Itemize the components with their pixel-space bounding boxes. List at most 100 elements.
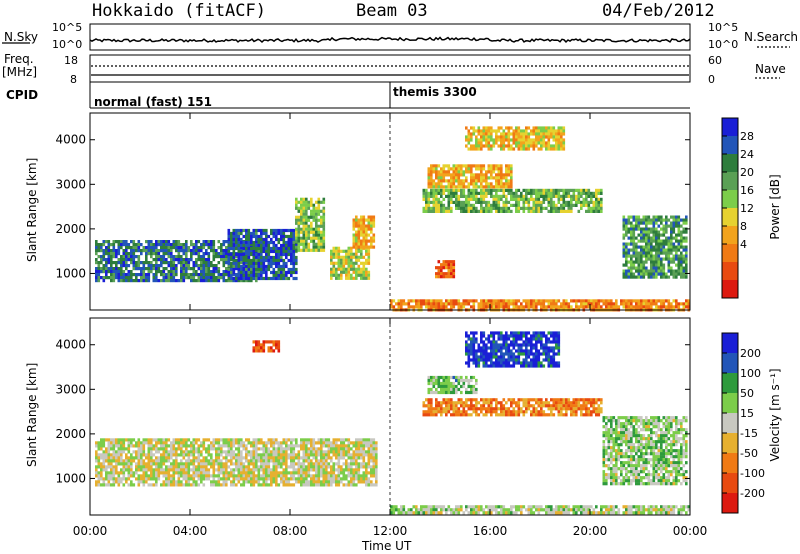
rti-cell xyxy=(452,170,456,174)
rti-cell xyxy=(662,299,666,303)
rti-cell xyxy=(240,255,243,260)
rti-cell xyxy=(337,252,341,256)
rti-cell xyxy=(452,401,456,405)
rti-cell xyxy=(240,444,243,448)
rti-cell xyxy=(685,266,688,270)
rti-cell xyxy=(205,264,208,268)
rti-cell xyxy=(362,224,366,228)
rti-cell xyxy=(490,188,493,192)
rti-cell xyxy=(310,453,313,457)
rti-cell xyxy=(282,252,286,257)
rti-cell xyxy=(440,209,443,213)
rti-cell xyxy=(442,203,446,207)
rti-cell xyxy=(500,167,503,171)
rti-cell xyxy=(275,450,278,454)
rti-cell xyxy=(217,456,221,460)
rti-cell xyxy=(135,468,138,472)
rti-cell xyxy=(627,221,631,225)
rti-cell xyxy=(435,401,438,405)
rti-cell xyxy=(192,456,196,460)
rti-cell xyxy=(292,477,296,481)
rti-cell xyxy=(285,471,288,475)
rti-cell xyxy=(105,453,108,457)
rti-cell xyxy=(490,132,493,136)
rti-cell xyxy=(255,255,258,260)
rti-cell xyxy=(507,135,511,139)
rti-cell xyxy=(287,267,291,272)
rti-cell xyxy=(207,246,211,250)
rti-cell xyxy=(145,465,148,469)
rti-cell xyxy=(332,480,336,484)
rti-cell xyxy=(492,185,496,189)
rti-cell xyxy=(347,468,351,472)
rti-cell xyxy=(300,203,303,207)
rti-cell xyxy=(575,188,578,192)
rti-cell xyxy=(285,240,288,245)
rti-cell xyxy=(205,258,208,262)
rti-cell xyxy=(112,273,116,277)
rti-cell xyxy=(250,477,253,481)
rti-cell xyxy=(447,275,451,279)
rti-cell xyxy=(112,441,116,445)
rti-cell xyxy=(300,218,303,222)
rti-cell xyxy=(367,218,371,222)
rti-cell xyxy=(505,132,508,136)
rti-cell xyxy=(112,474,116,478)
rti-cell xyxy=(180,438,183,442)
rti-cell xyxy=(145,471,148,475)
rti-cell xyxy=(277,273,281,278)
rti-cell xyxy=(162,261,166,265)
rti-cell xyxy=(227,261,231,266)
rti-cell xyxy=(370,483,373,487)
rti-cell xyxy=(182,450,186,454)
rti-cell xyxy=(322,459,326,463)
rti-cell xyxy=(337,477,341,481)
rti-cell xyxy=(312,245,316,249)
rti-cell xyxy=(350,459,353,463)
rti-cell xyxy=(165,243,168,247)
rti-cell xyxy=(145,261,148,265)
rti-cell xyxy=(545,188,548,192)
rti-cell xyxy=(437,200,441,204)
rti-cell xyxy=(270,483,273,487)
rti-cell xyxy=(225,441,228,445)
rti-cell xyxy=(685,230,688,234)
rti-cell xyxy=(480,200,483,204)
rti-cell xyxy=(157,249,161,253)
rti-cell xyxy=(222,468,226,472)
rti-cell xyxy=(235,279,238,283)
rti-cell xyxy=(352,252,356,256)
rti-cell xyxy=(162,270,166,274)
rti-cell xyxy=(145,240,148,244)
rti-cell xyxy=(190,441,193,445)
rti-cell xyxy=(657,251,661,255)
rti-cell xyxy=(480,191,483,195)
rti-cell xyxy=(302,462,306,466)
rti-cell xyxy=(555,144,558,148)
rti-cell xyxy=(155,258,158,262)
rti-cell xyxy=(247,228,251,233)
rti-cell xyxy=(217,474,221,478)
rti-cell xyxy=(225,273,228,277)
rti-cell xyxy=(230,468,233,472)
rti-cell xyxy=(335,462,338,466)
rti-cell xyxy=(277,471,281,475)
rti-cell xyxy=(545,197,548,201)
rti-cell xyxy=(327,480,331,484)
rti-cell xyxy=(110,261,113,265)
rti-cell xyxy=(162,462,166,466)
rti-cell xyxy=(682,218,686,222)
rti-cell xyxy=(610,299,613,303)
rti-cell xyxy=(687,299,691,303)
rti-cell xyxy=(650,230,653,234)
rti-cell xyxy=(257,474,261,478)
rti-cell xyxy=(212,480,216,484)
freq-unit: [MHz] xyxy=(2,65,38,79)
rti-cell xyxy=(517,203,521,207)
rti-cell xyxy=(147,240,151,244)
rti-cell xyxy=(297,221,301,225)
rti-cell xyxy=(355,218,358,222)
rti-cell xyxy=(305,209,308,213)
rti-cell xyxy=(655,269,658,273)
rti-cell xyxy=(190,450,193,454)
